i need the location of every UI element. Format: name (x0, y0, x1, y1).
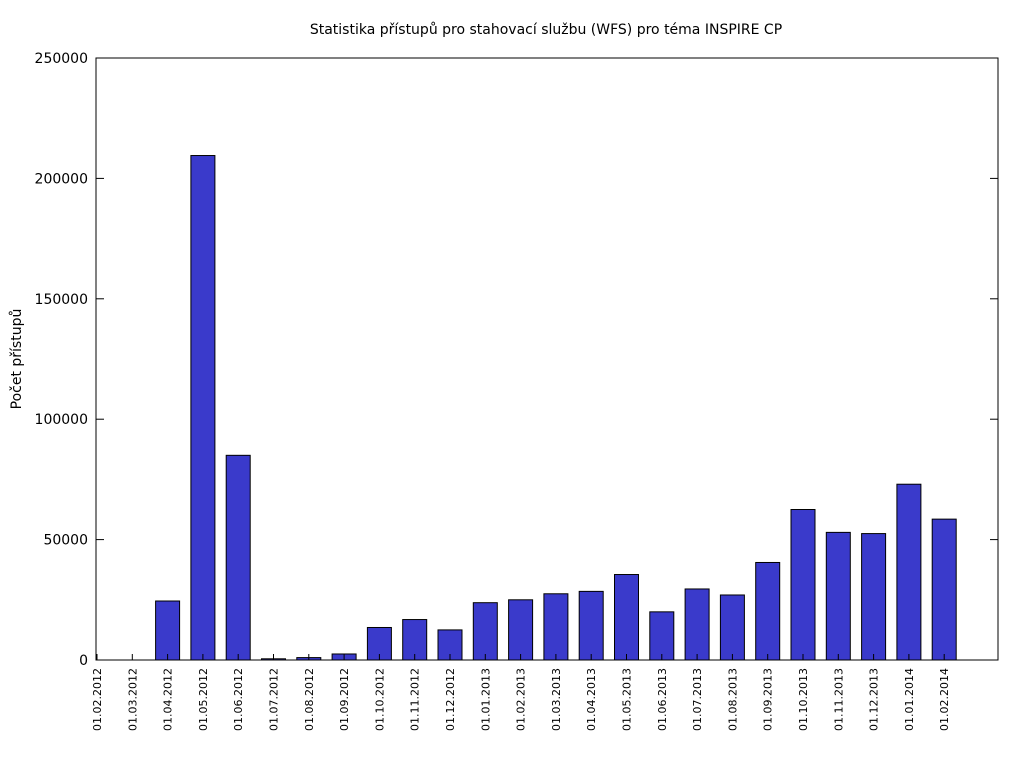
x-tick-label: 01.02.2013 (515, 668, 528, 731)
x-tick-label: 01.06.2012 (232, 668, 245, 731)
x-tick-label: 01.06.2013 (656, 668, 669, 731)
x-tick-label: 01.08.2013 (726, 668, 739, 731)
bar-4 (225, 454, 251, 661)
x-tick-label: 01.03.2012 (126, 668, 139, 731)
x-tick-label: 01.01.2013 (479, 668, 492, 731)
x-tick-label: 01.12.2012 (444, 668, 457, 731)
y-tick-label: 0 (79, 653, 88, 669)
bar-21 (825, 531, 851, 661)
y-ticks-group: 0 50000 100000 150000 200000 250000 (35, 51, 998, 669)
y-tick-label: 50000 (43, 533, 88, 549)
x-tick-label: 01.02.2012 (91, 668, 104, 731)
x-tick-label: 01.07.2013 (691, 668, 704, 731)
bar-24 (931, 518, 957, 661)
x-tick-label: 01.07.2012 (268, 668, 281, 731)
x-tick-label: 01.11.2012 (409, 668, 422, 731)
bar-9 (402, 619, 428, 661)
y-axis-label: Počet přístupů (9, 309, 25, 410)
x-tick-label: 01.10.2012 (373, 668, 386, 731)
bar-22 (861, 533, 887, 661)
bar-12 (508, 599, 534, 661)
bar-19 (755, 561, 781, 661)
bar-18 (719, 594, 745, 661)
bar-2 (155, 600, 181, 661)
x-tick-label: 01.09.2013 (762, 668, 775, 731)
y-tick-label: 250000 (35, 51, 88, 67)
bar-3 (190, 155, 216, 661)
x-ticks-group: 01.02.2012 01.03.2012 01.04.2012 01.05.2012… (91, 654, 951, 731)
plot-frame (95, 57, 999, 661)
x-tick-label: 01.12.2013 (868, 668, 881, 731)
bar-11 (472, 602, 498, 661)
y-tick-label: 150000 (35, 292, 88, 308)
x-tick-label: 01.11.2013 (832, 668, 845, 731)
x-tick-label: 01.04.2012 (162, 668, 175, 731)
x-tick-label: 01.04.2013 (585, 668, 598, 731)
bar-13 (543, 593, 569, 661)
y-tick-label: 200000 (35, 171, 88, 187)
x-tick-label: 01.03.2013 (550, 668, 563, 731)
bar-16 (649, 611, 675, 661)
x-tick-label: 01.10.2013 (797, 668, 810, 731)
bar-15 (614, 574, 639, 661)
x-tick-label: 01.02.2014 (938, 668, 951, 731)
bar-17 (684, 588, 710, 661)
y-tick-label: 100000 (35, 412, 88, 428)
chart-title: Statistika přístupů pro stahovací službu… (310, 22, 782, 38)
bar-20 (790, 509, 816, 661)
x-tick-label: 01.01.2014 (903, 668, 916, 731)
x-tick-label: 01.09.2012 (338, 668, 351, 731)
x-tick-label: 01.05.2012 (197, 668, 210, 731)
bar-23 (896, 483, 922, 661)
bar-14 (578, 590, 604, 661)
bars-group (155, 155, 957, 661)
x-tick-label: 01.08.2012 (303, 668, 316, 731)
x-tick-label: 01.05.2013 (621, 668, 634, 731)
